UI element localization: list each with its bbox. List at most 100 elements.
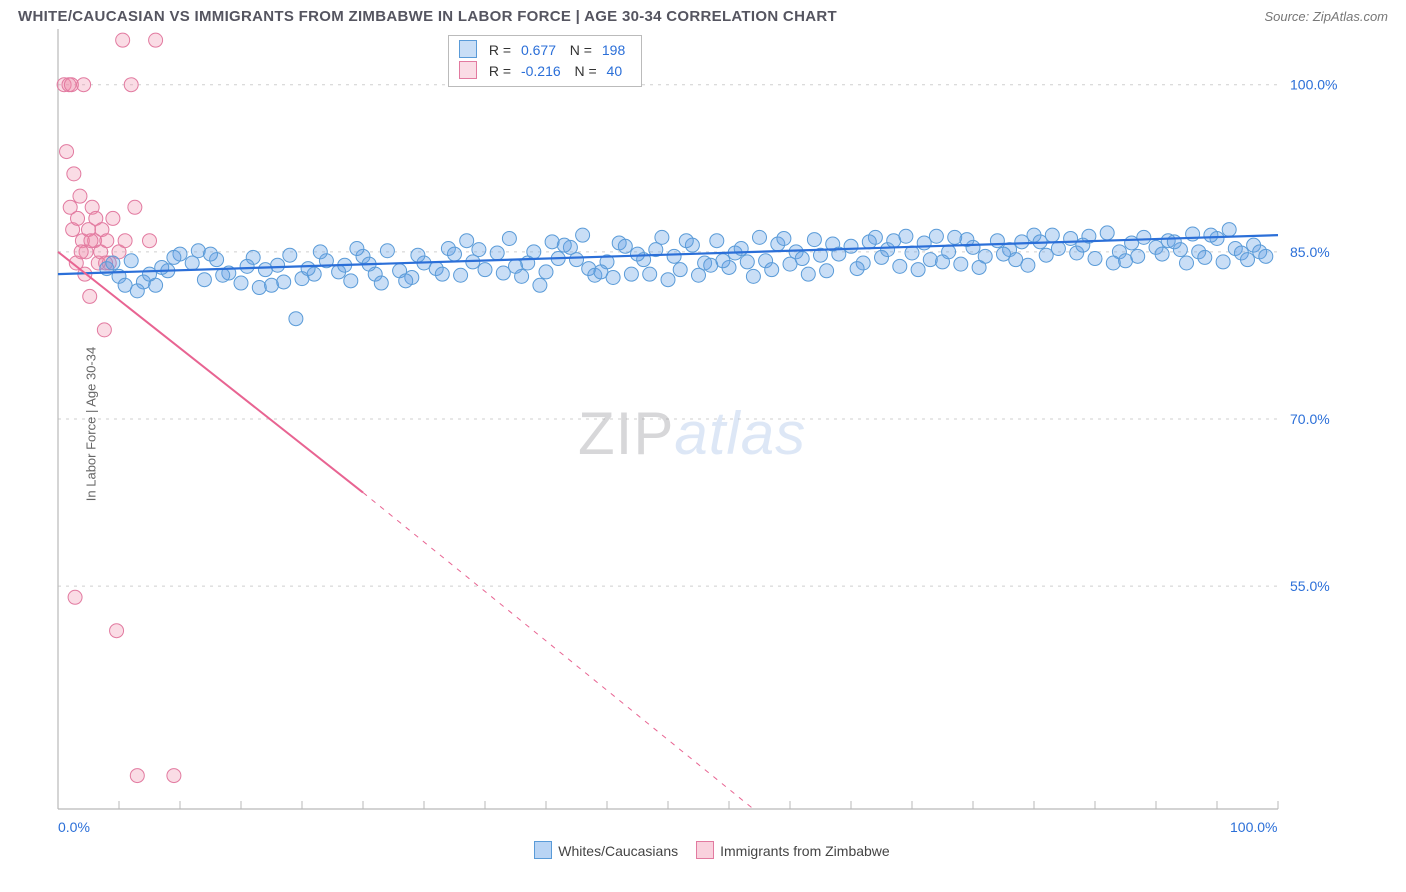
legend-swatch [534,841,552,859]
data-point [753,230,767,244]
y-tick-label: 70.0% [1290,411,1330,427]
data-point [893,259,907,273]
legend-label: Immigrants from Zimbabwe [720,843,890,859]
data-point [673,263,687,277]
data-point [765,263,779,277]
data-point [435,267,449,281]
data-point [1015,235,1029,249]
data-point [1045,228,1059,242]
n-value-pink: 40 [607,63,623,79]
data-point [643,267,657,281]
data-point [130,769,144,783]
data-point [100,234,114,248]
data-point [84,234,98,248]
data-point [454,268,468,282]
data-point [97,323,111,337]
data-point [710,234,724,248]
data-point [106,211,120,225]
n-value-blue: 198 [602,42,625,58]
correlation-stats-box: R = 0.677 N = 198 R = -0.216 N = 40 [448,35,642,87]
data-point [850,262,864,276]
data-point [509,259,523,273]
x-tick-right: 100.0% [1230,819,1277,835]
data-point [252,281,266,295]
data-point [472,243,486,257]
data-point [234,276,248,290]
data-point [197,273,211,287]
data-point [155,260,169,274]
data-point [478,263,492,277]
data-point [1051,242,1065,256]
data-point [1106,256,1120,270]
y-tick-label: 55.0% [1290,578,1330,594]
data-point [240,259,254,273]
data-point [502,231,516,245]
data-point [1155,247,1169,261]
data-point [820,264,834,278]
y-axis-label: In Labor Force | Age 30-34 [84,347,99,501]
data-point [948,230,962,244]
data-point [570,253,584,267]
data-point [929,229,943,243]
data-point [1198,250,1212,264]
stat-row-pink: R = -0.216 N = 40 [459,61,631,82]
legend-label: Whites/Caucasians [558,843,678,859]
data-point [862,235,876,249]
data-point [954,257,968,271]
x-axis-labels: 0.0% 100.0% [18,819,1388,839]
data-point [74,245,88,259]
data-point [167,769,181,783]
data-point [716,254,730,268]
data-point [972,260,986,274]
swatch-pink [459,61,477,79]
data-point [143,234,157,248]
data-point [216,268,230,282]
data-point [923,253,937,267]
data-point [655,230,669,244]
y-tick-label: 85.0% [1290,244,1330,260]
data-point [1204,228,1218,242]
data-point [545,235,559,249]
data-point [795,252,809,266]
data-point [740,255,754,269]
data-point [271,258,285,272]
data-point [1100,226,1114,240]
chart-area: In Labor Force | Age 30-34 55.0% 70.0% 85.… [18,29,1388,819]
data-point [490,246,504,260]
data-point [118,234,132,248]
r-value-blue: 0.677 [521,42,556,58]
legend-swatch [696,841,714,859]
data-point [283,248,297,262]
x-tick-left: 0.0% [58,819,90,835]
data-point [844,239,858,253]
data-point [73,189,87,203]
data-point [118,278,132,292]
scatter-chart: 55.0% 70.0% 85.0% 100.0% [18,29,1348,819]
data-point [942,245,956,259]
data-point [1088,252,1102,266]
data-point [71,211,85,225]
data-point [618,239,632,253]
data-point [411,248,425,262]
data-point [1021,258,1035,272]
data-point [77,78,91,92]
data-point [124,78,138,92]
data-point [60,145,74,159]
data-point [83,289,97,303]
data-point [301,262,315,276]
data-point [606,270,620,284]
trend-line-pink [58,252,363,493]
data-point [631,247,645,261]
data-point [67,167,81,181]
data-point [679,234,693,248]
data-point [1222,223,1236,237]
data-point [1180,256,1194,270]
data-point [313,245,327,259]
swatch-blue [459,40,477,58]
data-point [777,231,791,245]
data-point [374,276,388,290]
y-tick-label: 100.0% [1290,77,1337,93]
data-point [1137,230,1151,244]
data-point [380,244,394,258]
data-point [1167,235,1181,249]
